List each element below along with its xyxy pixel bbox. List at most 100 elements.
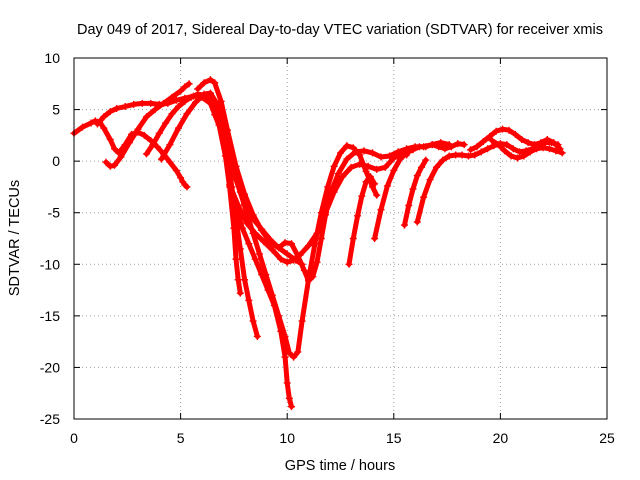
data-point — [234, 276, 242, 284]
data-point — [224, 126, 232, 134]
y-axis-title: SDTVAR / TECUs — [7, 180, 23, 296]
data-point — [102, 158, 110, 166]
data-point — [413, 172, 421, 180]
data-point — [499, 125, 507, 133]
data-point — [460, 141, 468, 149]
data-point — [531, 141, 539, 149]
data-point — [356, 151, 364, 159]
data-point — [479, 138, 487, 146]
data-point — [418, 163, 426, 171]
data-point — [260, 238, 268, 246]
y-tick-label: -20 — [40, 359, 60, 375]
series-trace — [71, 118, 190, 190]
data-point — [285, 394, 293, 402]
data-point — [300, 266, 308, 274]
data-point — [405, 201, 413, 209]
series-1 — [70, 117, 191, 191]
y-tick-label: -5 — [48, 205, 61, 221]
data-point — [168, 93, 176, 101]
y-tick-label: -25 — [40, 411, 60, 427]
x-tick-label: 10 — [279, 430, 295, 446]
data-point — [168, 110, 176, 118]
data-point — [285, 349, 293, 357]
data-point — [501, 147, 509, 155]
data-point — [360, 147, 368, 155]
data-point — [251, 229, 259, 237]
data-point — [194, 85, 202, 93]
data-point — [513, 154, 521, 162]
data-point — [153, 143, 161, 151]
data-point — [290, 353, 298, 361]
data-point — [413, 218, 421, 226]
data-point — [492, 127, 500, 135]
data-point — [345, 260, 353, 268]
data-point — [226, 181, 234, 189]
data-point — [177, 174, 185, 182]
data-point — [454, 140, 462, 148]
data-point — [533, 145, 541, 153]
data-point — [358, 192, 366, 200]
data-point — [488, 137, 496, 145]
x-tick-label: 15 — [386, 430, 402, 446]
series-13 — [413, 139, 562, 226]
series-trace — [95, 93, 243, 296]
y-tick-label: 5 — [52, 102, 60, 118]
x-tick-label: 5 — [177, 430, 185, 446]
y-tick-label: 10 — [44, 50, 60, 66]
data-point — [390, 154, 398, 162]
data-point — [87, 119, 95, 127]
data-point — [211, 79, 219, 87]
data-point — [238, 224, 246, 232]
data-point — [181, 83, 189, 91]
data-point — [516, 148, 524, 156]
data-point — [330, 162, 338, 170]
data-point — [409, 146, 417, 154]
x-tick-label: 25 — [599, 430, 615, 446]
data-point — [217, 126, 225, 134]
data-point — [172, 96, 180, 104]
data-points — [70, 76, 566, 411]
data-point — [373, 191, 381, 199]
data-point — [253, 332, 261, 340]
data-point — [255, 250, 263, 258]
data-point — [400, 221, 408, 229]
data-point — [166, 141, 174, 149]
data-point — [545, 145, 553, 153]
data-point — [339, 173, 347, 181]
data-point — [290, 256, 298, 264]
data-point — [149, 141, 157, 149]
data-point — [445, 152, 453, 160]
data-point — [509, 145, 517, 153]
data-point — [343, 155, 351, 163]
data-point — [526, 148, 534, 156]
data-point — [100, 113, 108, 121]
data-point — [366, 173, 374, 181]
x-tick-label: 20 — [493, 430, 509, 446]
data-point — [313, 229, 321, 237]
data-point — [142, 150, 150, 158]
data-point — [157, 155, 165, 163]
y-tick-label: 0 — [52, 153, 60, 169]
data-point — [151, 106, 159, 114]
data-point — [270, 302, 278, 310]
data-point — [368, 149, 376, 157]
data-point — [330, 188, 338, 196]
data-point — [206, 89, 214, 97]
data-point — [287, 403, 295, 411]
data-point — [362, 167, 370, 175]
data-point — [467, 146, 475, 154]
y-tick-label: -15 — [40, 308, 60, 324]
data-point — [192, 98, 200, 106]
data-point — [362, 178, 370, 186]
data-point — [343, 142, 351, 150]
data-point — [174, 124, 182, 132]
x-axis-title: GPS time / hours — [285, 458, 395, 474]
data-point — [172, 166, 180, 174]
data-point — [287, 240, 295, 248]
data-point — [294, 348, 302, 356]
data-point — [458, 151, 466, 159]
data-point — [138, 99, 146, 107]
data-point — [558, 149, 566, 157]
data-point — [100, 124, 108, 132]
